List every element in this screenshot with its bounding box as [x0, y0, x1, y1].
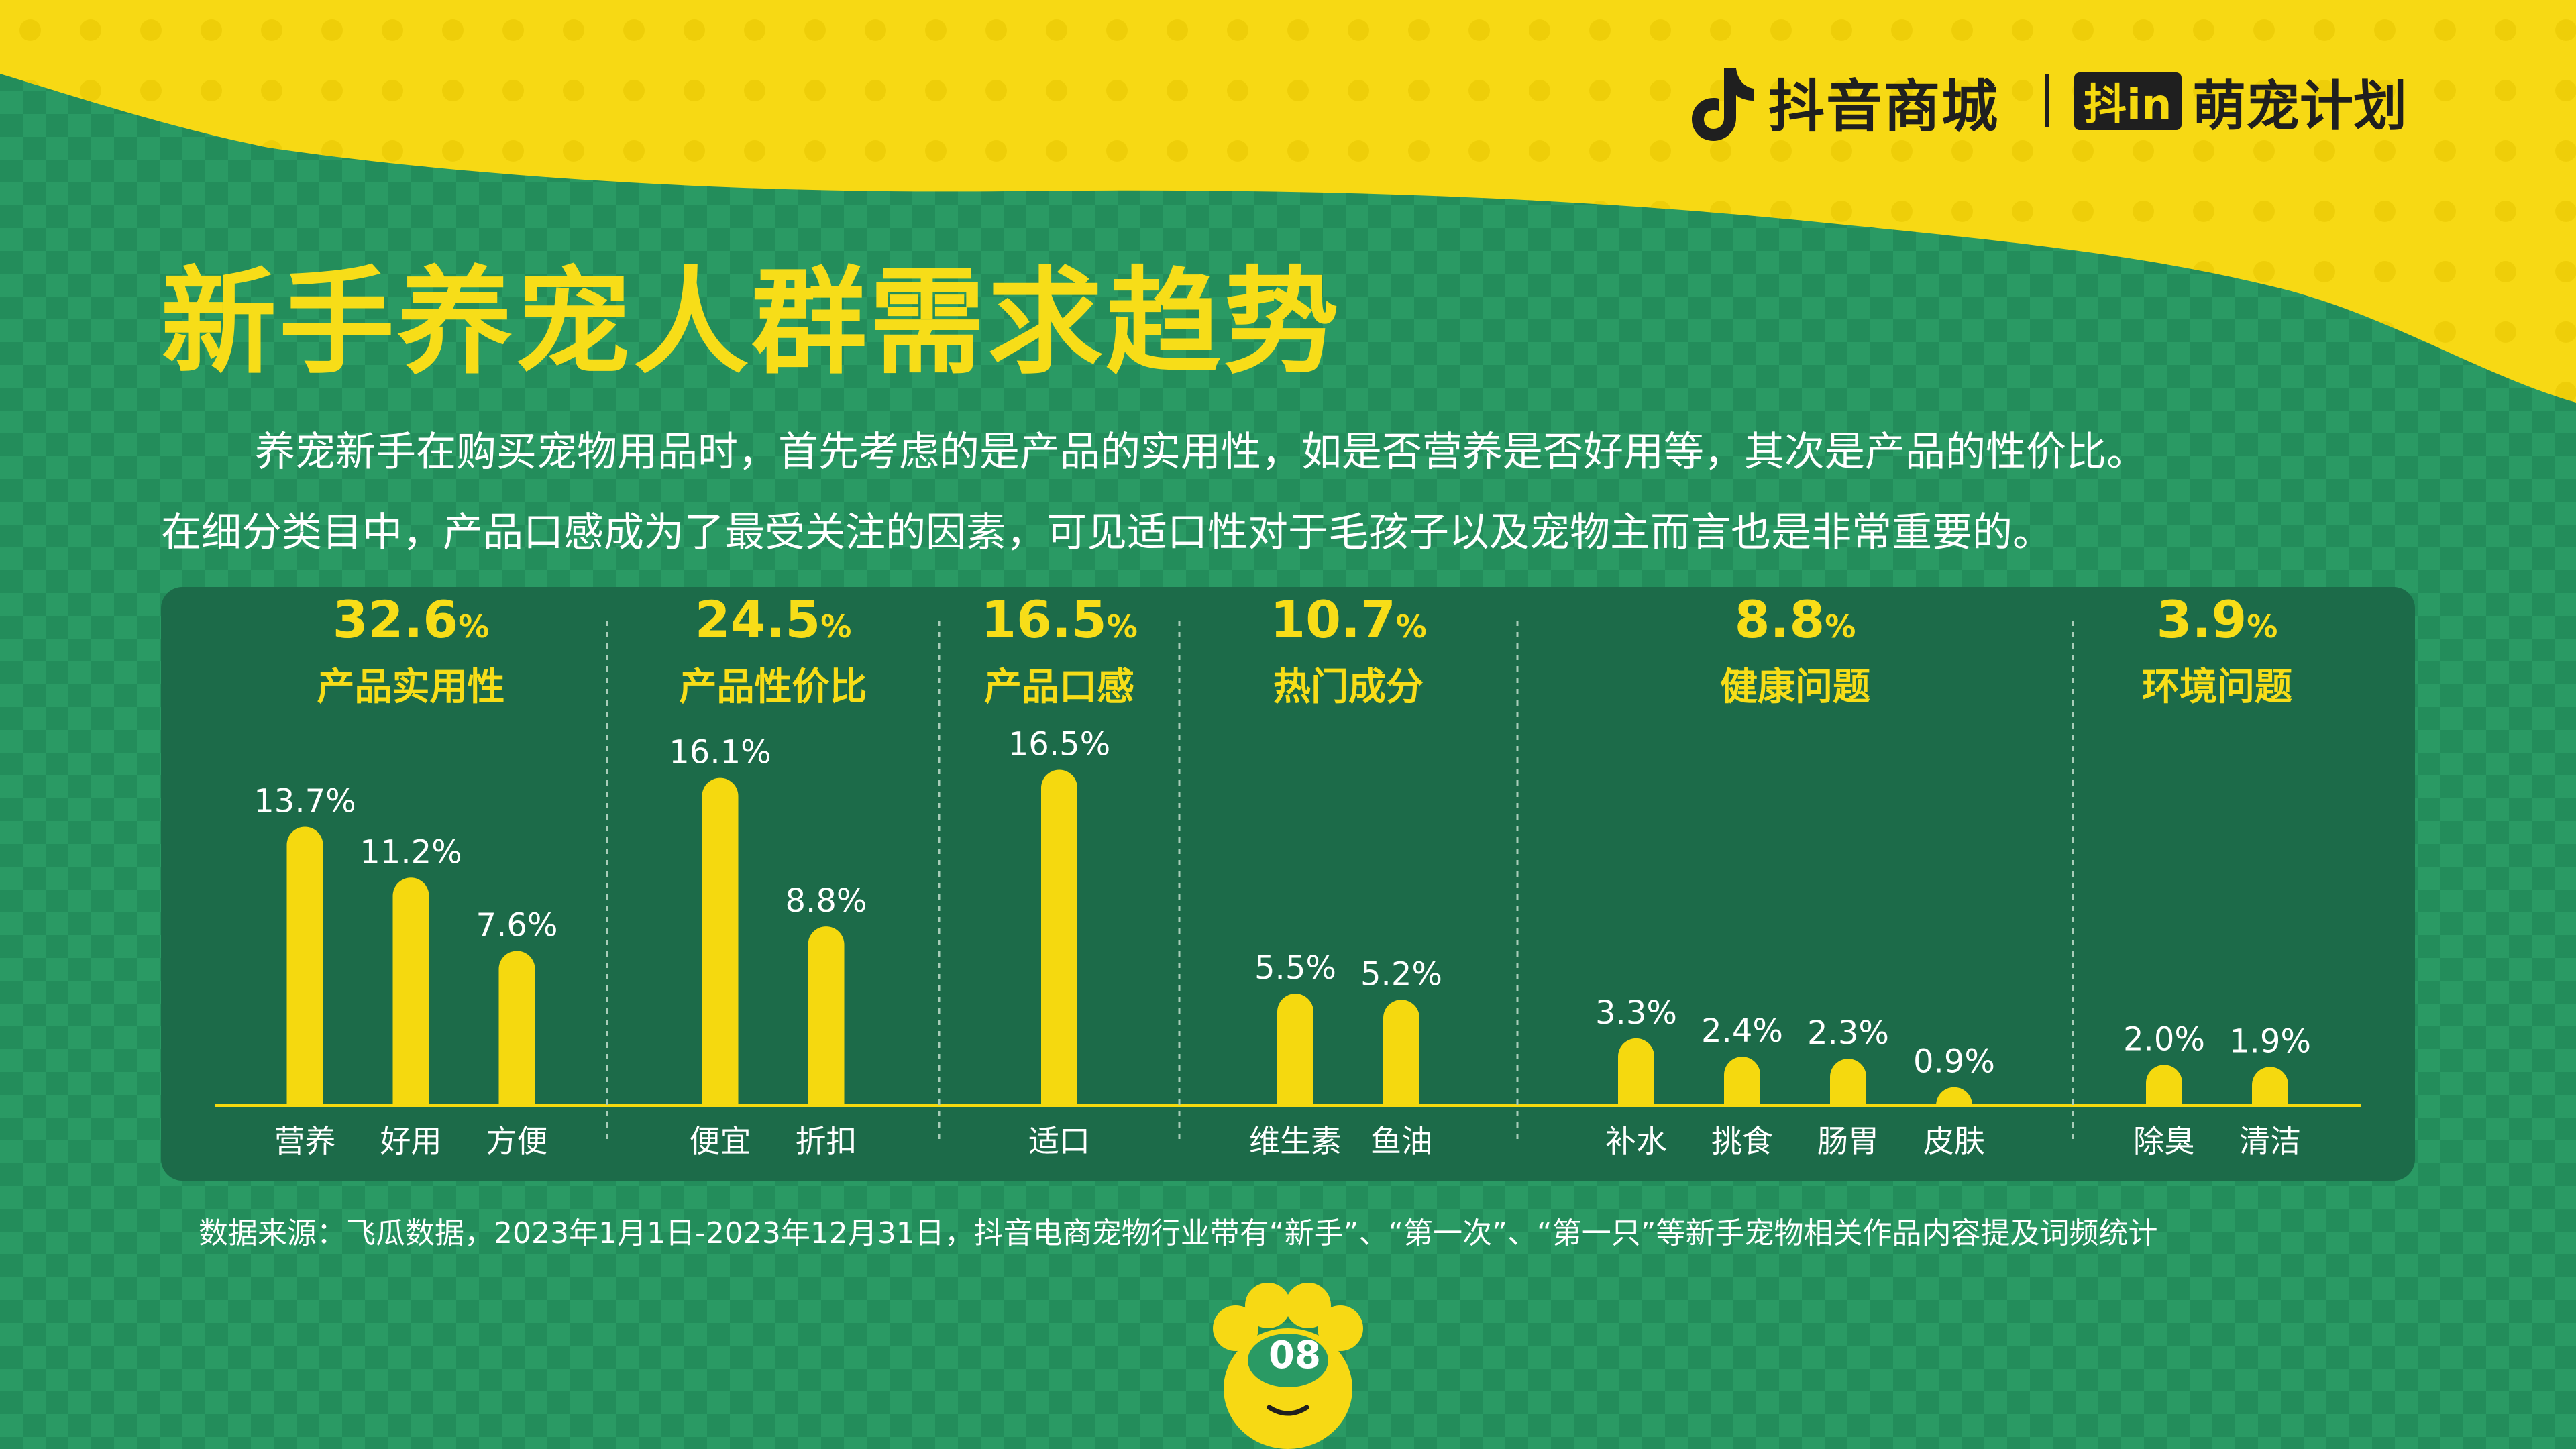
group-total-label: 16.5%: [981, 590, 1138, 649]
bar-营养: [286, 826, 323, 1106]
bar-除臭: [2146, 1065, 2182, 1106]
page-title: 新手养宠人群需求趋势: [161, 255, 1342, 390]
logo-separator: [2045, 74, 2049, 127]
bar-value-label: 16.5%: [1008, 726, 1110, 763]
bar-value-label: 7.6%: [476, 906, 558, 944]
bar-value-label: 5.2%: [1360, 955, 1442, 993]
bar-好用: [392, 877, 429, 1106]
category-label: 适口: [1028, 1123, 1090, 1159]
category-label: 肠胃: [1817, 1123, 1879, 1159]
bar-value-label: 8.8%: [786, 882, 867, 920]
group-total-label: 24.5%: [695, 590, 852, 649]
category-label: 鱼油: [1371, 1123, 1432, 1159]
brand-badge: 抖in: [2074, 72, 2182, 130]
bar-肠胃: [1830, 1059, 1866, 1106]
page-number: 08: [1269, 1334, 1321, 1377]
bar-维生素: [1277, 994, 1313, 1106]
bar-value-label: 2.3%: [1807, 1014, 1889, 1052]
category-label: 好用: [380, 1123, 442, 1159]
group-title: 产品口感: [984, 665, 1134, 709]
group-total-label: 8.8%: [1735, 590, 1856, 649]
bar-value-label: 11.2%: [360, 833, 462, 871]
category-label: 除臭: [2133, 1123, 2195, 1159]
bar-便宜: [702, 777, 739, 1106]
bar-折扣: [808, 926, 845, 1106]
bar-value-label: 16.1%: [669, 734, 771, 771]
group-title: 产品性价比: [680, 665, 867, 709]
yellow-wave-decoration: [0, 0, 2576, 402]
bar-补水: [1618, 1038, 1654, 1106]
category-label: 折扣: [796, 1123, 857, 1159]
group-total-label: 10.7%: [1270, 590, 1427, 649]
bar-value-label: 0.9%: [1913, 1043, 1995, 1081]
category-label: 维生素: [1249, 1123, 1342, 1159]
group-total-label: 3.9%: [2157, 590, 2278, 649]
bar-清洁: [2252, 1067, 2288, 1106]
bar-value-label: 2.4%: [1701, 1012, 1783, 1050]
intro-paragraph-line-2: 在细分类目中，产品口感成为了最受关注的因素，可见适口性对于毛孩子以及宠物主而言也…: [161, 509, 2053, 556]
bar-方便: [498, 951, 535, 1106]
category-label: 营养: [274, 1123, 336, 1159]
plan-name: 萌宠计划: [2192, 75, 2407, 138]
group-total-label: 32.6%: [333, 590, 490, 649]
bar-value-label: 13.7%: [254, 782, 356, 820]
intro-paragraph-line-1: 养宠新手在购买宠物用品时，首先考虑的是产品的实用性，如是否营养是否好用等，其次是…: [255, 429, 2147, 476]
bar-皮肤: [1936, 1087, 1972, 1106]
bar-适口: [1041, 769, 1077, 1106]
douyin-logo-icon: [1692, 68, 1754, 141]
bar-挑食: [1724, 1057, 1760, 1106]
category-label: 挑食: [1711, 1123, 1773, 1159]
data-source-note: 数据来源：飞瓜数据，2023年1月1日-2023年12月31日，抖音电商宠物行业…: [199, 1216, 2158, 1250]
bar-鱼油: [1383, 1000, 1419, 1106]
paw-icon: [1213, 1283, 1363, 1449]
category-label: 便宜: [690, 1123, 751, 1159]
group-title: 环境问题: [2142, 665, 2292, 709]
category-label: 皮肤: [1923, 1123, 1985, 1159]
category-label: 补水: [1605, 1123, 1667, 1159]
group-title: 热门成分: [1273, 665, 1424, 709]
bar-value-label: 3.3%: [1595, 994, 1677, 1032]
category-label: 方便: [486, 1123, 548, 1159]
bar-value-label: 5.5%: [1254, 949, 1336, 987]
category-label: 清洁: [2239, 1123, 2301, 1159]
bar-value-label: 2.0%: [2123, 1020, 2205, 1058]
group-title: 健康问题: [1720, 665, 1870, 709]
group-title: 产品实用性: [317, 665, 505, 709]
demand-bar-chart: 32.6% 产品实用性 13.7% 营养 11.2% 好用 7.6% 方便 24.5% 产品性价比…: [215, 590, 2361, 1159]
bar-value-label: 1.9%: [2229, 1022, 2311, 1060]
store-name: 抖音商城: [1768, 73, 2000, 140]
